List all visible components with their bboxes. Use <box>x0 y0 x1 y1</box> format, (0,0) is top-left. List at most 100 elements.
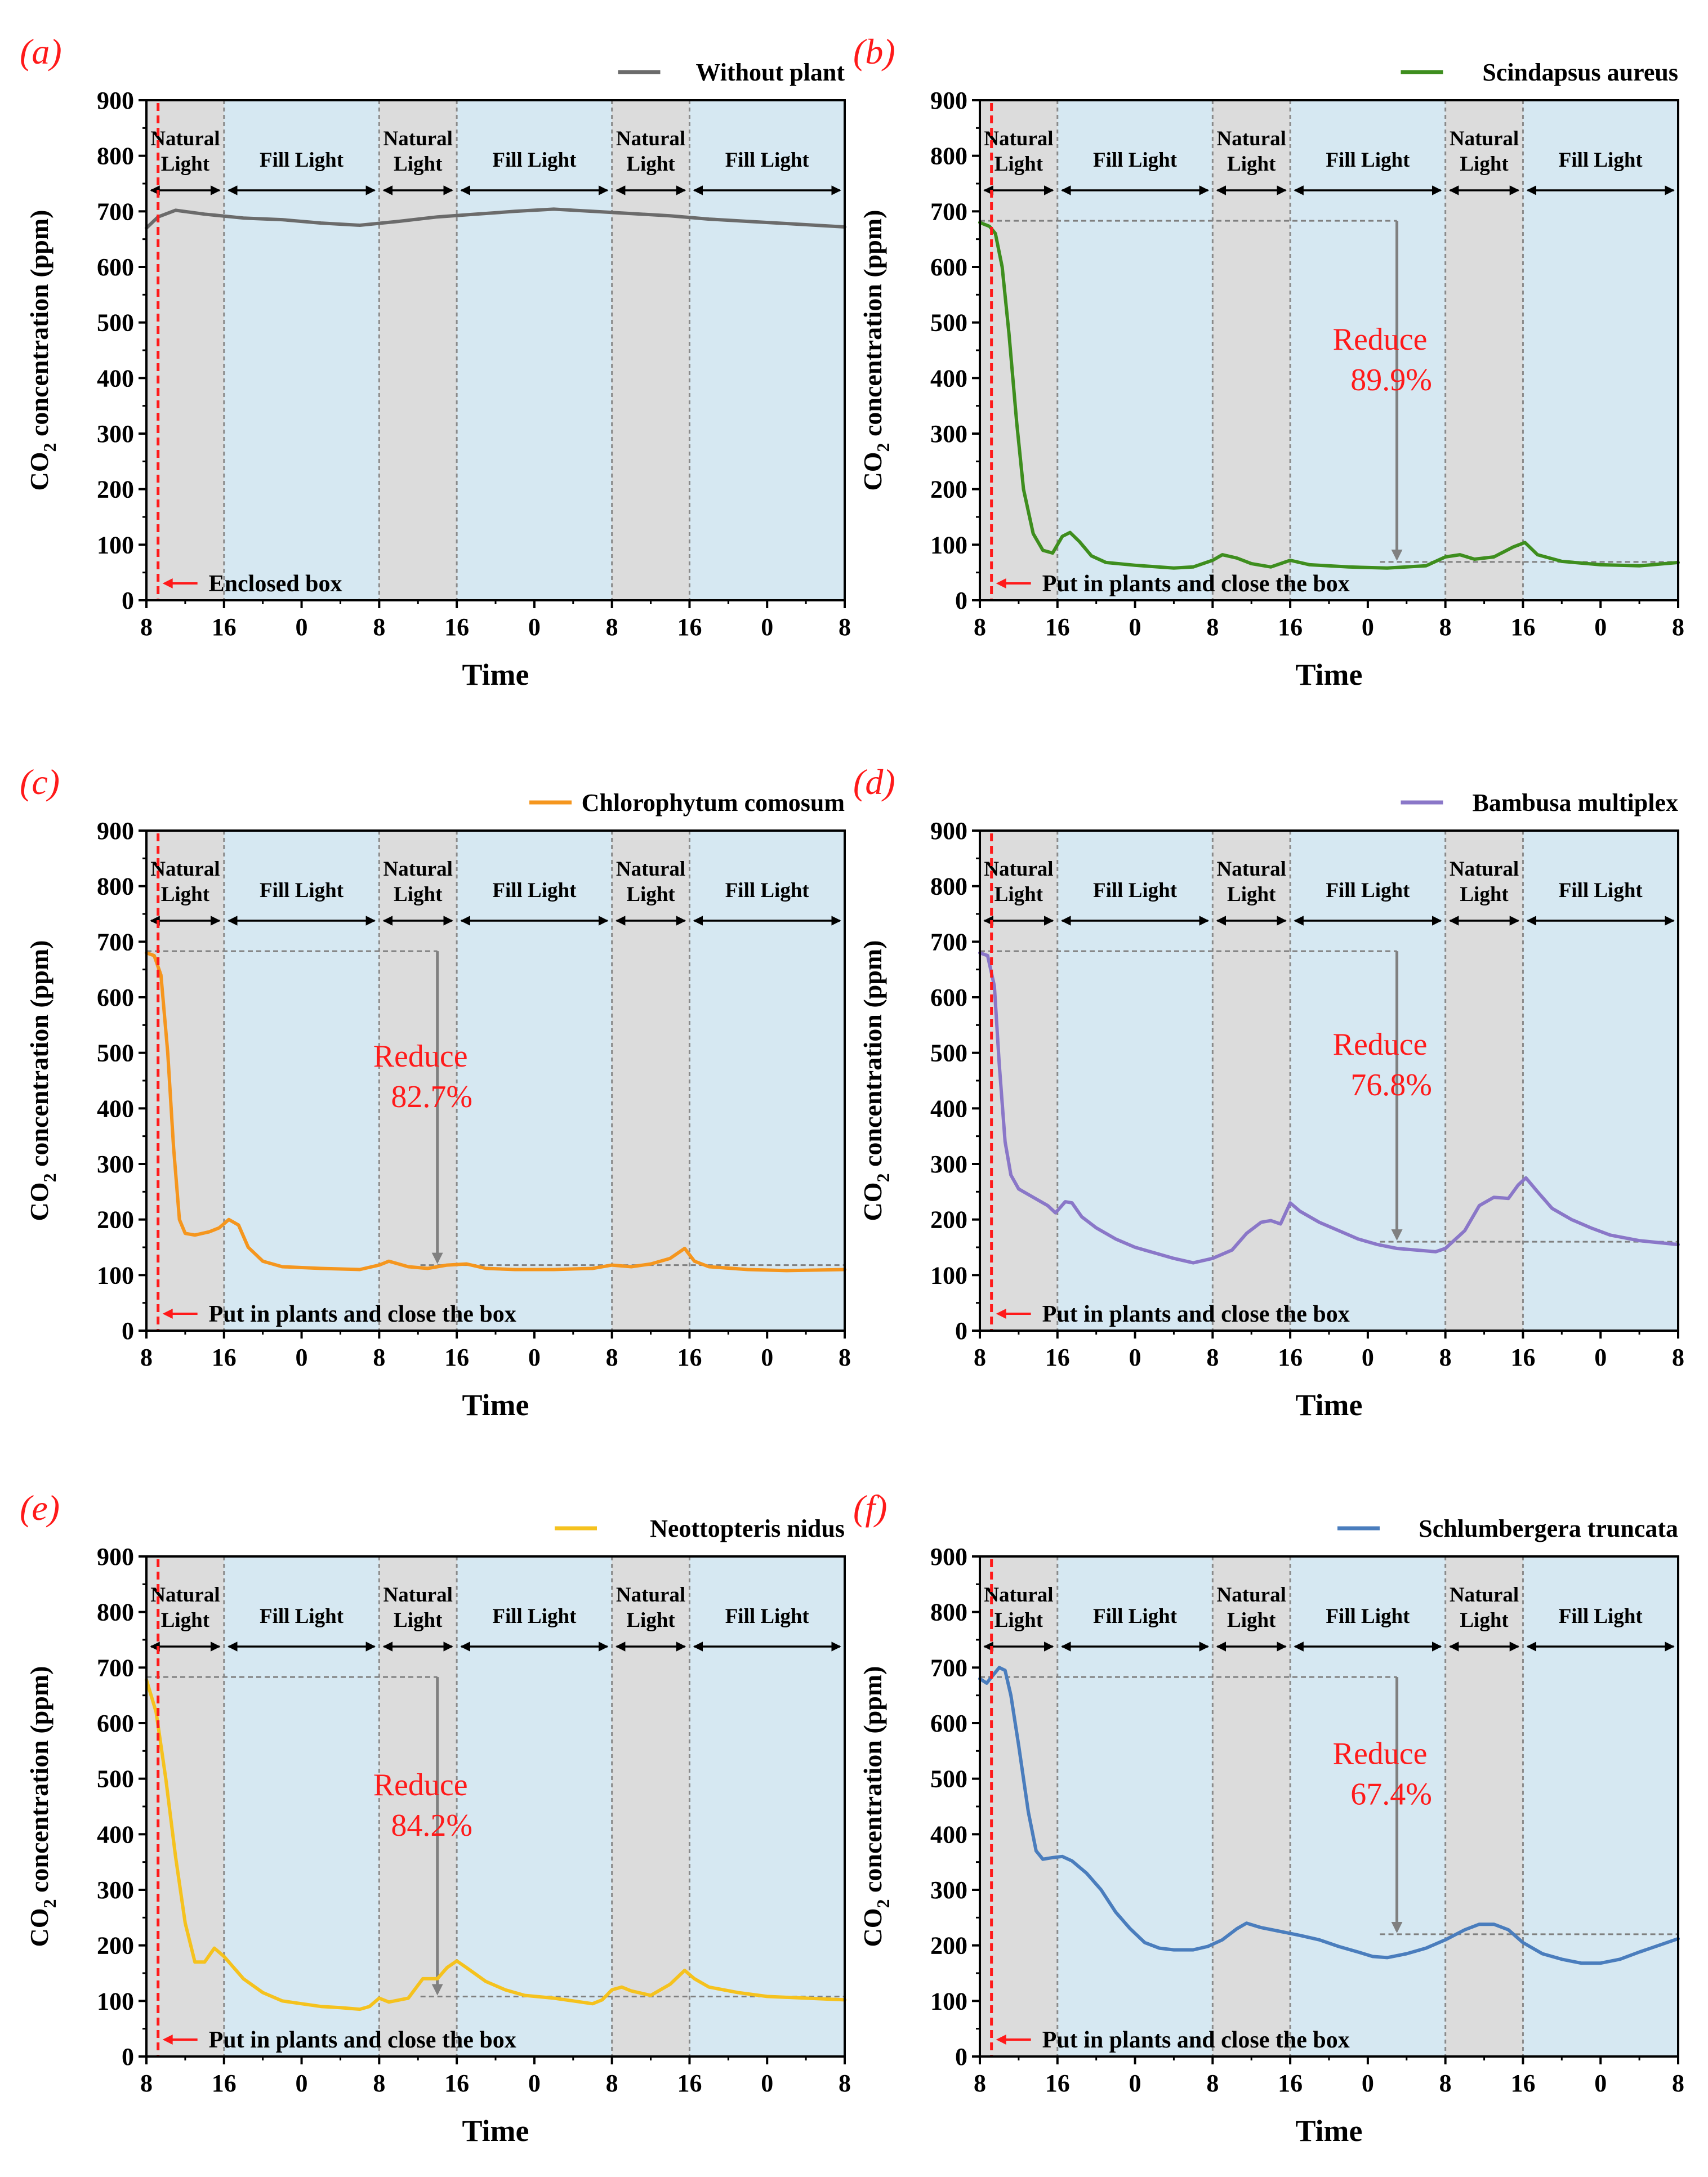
period-label: Light <box>626 883 675 906</box>
y-axis-label-subscript: 2 <box>873 1173 893 1182</box>
y-tick-label: 300 <box>97 420 134 448</box>
y-axis-label-prefix: CO <box>25 452 53 490</box>
x-tick-label: 16 <box>1510 613 1535 641</box>
panel-a: Natural Light Fill Light Natural Light Fill L… <box>20 32 851 692</box>
series-line <box>978 951 1680 1265</box>
x-tick-label: 16 <box>677 1344 702 1371</box>
period-band-natural <box>612 1556 690 2056</box>
x-tick-label: 8 <box>1439 2069 1452 2097</box>
series-line <box>145 1678 846 2011</box>
panel-letter: (b) <box>853 32 895 72</box>
period-label: Natural <box>383 1583 453 1607</box>
period-label: Light <box>1460 153 1509 176</box>
period-band-fill <box>689 831 845 1331</box>
period-label: Natural <box>616 1583 685 1607</box>
y-tick-label: 0 <box>955 587 967 614</box>
x-tick-label: 8 <box>140 1344 153 1371</box>
period-band-natural <box>1445 100 1523 600</box>
x-tick-label: 8 <box>373 2069 385 2097</box>
start-note-arrowhead <box>996 2035 1006 2045</box>
panel-b: Natural Light Fill Light Natural Light Fill L… <box>853 32 1684 692</box>
y-tick-label: 300 <box>97 1150 134 1178</box>
period-label: Natural <box>616 858 685 881</box>
period-label: Light <box>1460 1609 1509 1632</box>
period-label: Light <box>1460 883 1509 906</box>
x-tick-label: 0 <box>528 613 541 641</box>
legend-label: Without plant <box>696 59 845 86</box>
period-label: Natural <box>383 127 453 150</box>
period-band-natural <box>1445 831 1523 1331</box>
x-tick-label: 0 <box>761 1344 773 1371</box>
period-band-fill <box>1057 1556 1213 2056</box>
y-tick-label: 200 <box>97 476 134 503</box>
period-label: Fill Light <box>260 1605 344 1628</box>
period-band-natural <box>1212 831 1291 1331</box>
series-line <box>145 951 846 1273</box>
legend-label: Schlumbergera truncata <box>1419 1515 1678 1542</box>
start-note-arrowhead <box>162 2035 173 2045</box>
period-label: Light <box>1227 153 1276 176</box>
period-label: Natural <box>1217 858 1286 881</box>
period-band-natural <box>379 831 457 1331</box>
period-label: Natural <box>984 1583 1053 1607</box>
y-tick-label: 0 <box>955 1317 967 1345</box>
x-tick-label: 8 <box>373 613 385 641</box>
y-tick-label: 900 <box>930 817 967 845</box>
period-label: Natural <box>383 858 453 881</box>
y-tick-label: 400 <box>97 1821 134 1848</box>
period-label: Light <box>995 1609 1043 1632</box>
legend-label: Bambusa multiplex <box>1472 789 1678 817</box>
y-tick-label: 700 <box>930 1654 967 1681</box>
panel-letter: (a) <box>20 32 62 72</box>
period-label: Fill Light <box>725 149 810 172</box>
start-note: Put in plants and close the box <box>1042 1301 1350 1327</box>
period-label: Natural <box>150 127 220 150</box>
x-tick-label: 0 <box>1362 1344 1374 1371</box>
start-note-arrowhead <box>996 1309 1006 1319</box>
period-label: Light <box>394 883 443 906</box>
period-label: Light <box>626 1609 675 1632</box>
y-axis-label: CO2 concentration (ppm) <box>25 940 60 1221</box>
x-tick-label: 8 <box>1206 613 1219 641</box>
y-axis-label-suffix: concentration (ppm) <box>25 1666 53 1899</box>
x-tick-label: 8 <box>606 1344 618 1371</box>
period-band-natural <box>612 831 690 1331</box>
period-label: Light <box>995 153 1043 176</box>
y-axis-label-prefix: CO <box>858 1182 887 1221</box>
x-tick-label: 8 <box>373 1344 385 1371</box>
period-label: Fill Light <box>492 149 577 172</box>
period-label: Fill Light <box>725 1605 810 1628</box>
y-axis-label-prefix: CO <box>858 452 887 490</box>
x-tick-label: 8 <box>1206 1344 1219 1371</box>
y-tick-label: 200 <box>97 1932 134 1960</box>
y-axis-label-prefix: CO <box>25 1182 53 1221</box>
x-tick-label: 16 <box>1045 2069 1070 2097</box>
reduce-percent: 76.8% <box>1350 1068 1432 1103</box>
period-label: Natural <box>150 858 220 881</box>
x-tick-label: 8 <box>606 613 618 641</box>
reduce-percent: 82.7% <box>391 1079 472 1114</box>
y-tick-label: 300 <box>930 1150 967 1178</box>
period-band-natural <box>1212 1556 1291 2056</box>
start-note: Enclosed box <box>209 571 342 597</box>
period-label: Fill Light <box>492 1605 577 1628</box>
y-axis-label-suffix: concentration (ppm) <box>858 210 887 443</box>
x-axis-label: Time <box>1296 2114 1363 2148</box>
y-tick-label: 600 <box>930 1710 967 1737</box>
reduce-percent: 67.4% <box>1350 1777 1432 1812</box>
y-tick-label: 600 <box>97 984 134 1011</box>
y-axis-label-subscript: 2 <box>873 1899 893 1908</box>
y-tick-label: 900 <box>930 1543 967 1571</box>
y-tick-label: 100 <box>930 1261 967 1289</box>
y-axis-label-subscript: 2 <box>39 1899 60 1908</box>
x-tick-label: 0 <box>1129 613 1141 641</box>
y-tick-label: 500 <box>930 1765 967 1793</box>
x-tick-label: 16 <box>677 2069 702 2097</box>
y-tick-label: 0 <box>955 2043 967 2071</box>
start-note: Put in plants and close the box <box>1042 2027 1350 2053</box>
period-band-natural <box>1212 100 1291 600</box>
period-band-fill <box>1057 100 1213 600</box>
period-band-fill <box>457 831 612 1331</box>
period-label: Light <box>161 153 210 176</box>
